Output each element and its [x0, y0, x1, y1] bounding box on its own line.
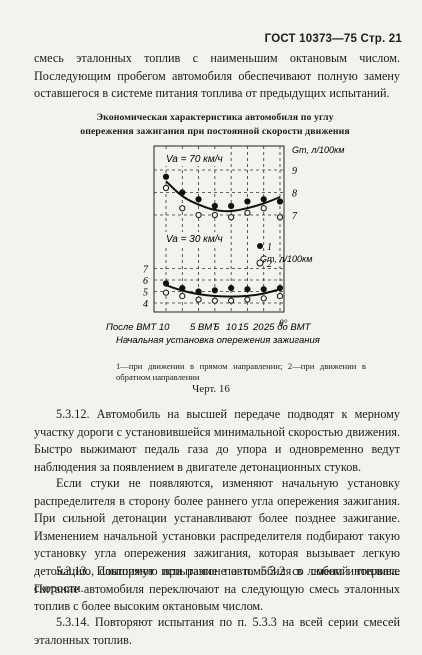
- ytick-top-1: 8: [292, 189, 297, 200]
- ytick-bottom-3: 4: [143, 299, 148, 310]
- xtick-3: 10: [226, 322, 237, 333]
- point-chart1-series2-3: [211, 297, 218, 304]
- speed-label-1: Va = 30 км/ч: [166, 234, 223, 245]
- x-axis-label: Начальная установка опережения зажигания: [116, 335, 320, 346]
- point-chart0-series1-7: [276, 198, 284, 205]
- xtick-0: После ВМТ 10: [106, 322, 170, 333]
- page-header: ГОСТ 10373—75 Стр. 21: [264, 33, 402, 45]
- ytick-bottom-0: 7: [143, 265, 149, 276]
- point-chart0-series1-1: [179, 189, 186, 196]
- point-chart0-series1-3: [211, 202, 218, 210]
- y-axis-label-bottom: Gт, л/100км: [260, 254, 312, 264]
- figure-note: 1—при движении в прямом направлении; 2—п…: [116, 361, 366, 382]
- figure-title-line2: опережения зажигания при постоянной скор…: [80, 126, 350, 137]
- trend-curve-1: [165, 284, 281, 298]
- point-chart1-series1-6: [260, 286, 267, 293]
- point-chart1-series2-4: [228, 297, 235, 304]
- ytick-top-2: 7: [292, 211, 298, 222]
- point-chart1-series1-7: [276, 284, 284, 292]
- point-chart0-series2-2: [195, 211, 202, 219]
- point-chart0-series2-3: [211, 211, 218, 219]
- figure-title: Экономическая характеристика автомобиля …: [30, 111, 400, 139]
- point-chart1-series2-2: [195, 296, 202, 303]
- y-axis-label-top: Gт, л/100км: [292, 145, 344, 155]
- section-5-3-13: 5.3.13. Повторяют испытание по п. 5.3.2 …: [34, 564, 400, 613]
- legend-label-1: 1: [267, 242, 272, 253]
- point-chart1-series1-2: [195, 288, 202, 295]
- legend-label-2: 2: [267, 259, 272, 270]
- fuel-economy-chart: Va = 70 км/ч Va = 30 км/ч Gт, л/100км Gт, л…: [106, 145, 344, 346]
- point-chart1-series2-7: [276, 293, 284, 300]
- speed-label-bg-0: [163, 152, 218, 166]
- x-unit-label: θ°: [279, 318, 288, 329]
- point-chart0-series2-0: [162, 184, 170, 192]
- ytick-top-0: 9: [292, 166, 297, 177]
- ytick-bottom-1: 6: [143, 276, 148, 287]
- point-chart0-series2-7: [276, 214, 284, 221]
- section-5-3-12-cont: Если стуки не появляются, изменяют начал…: [34, 476, 400, 595]
- ytick-bottom-2: 5: [143, 288, 148, 299]
- point-chart0-series1-6: [260, 196, 267, 203]
- section-5-3-14: 5.3.14. Повторяют испытания по п. 5.3.3 …: [34, 615, 400, 647]
- legend-marker-2: [256, 259, 264, 267]
- intro-paragraph: смесь эталонных топлив с наименьшим окта…: [34, 51, 400, 100]
- xtick-6: 25 до ВМТ: [263, 322, 312, 333]
- section-5-3-12: 5.3.12. Автомобиль на высшей передаче по…: [34, 407, 400, 474]
- point-chart1-series1-3: [211, 287, 218, 294]
- point-chart0-series1-0: [162, 173, 170, 180]
- legend-marker-1: [257, 243, 263, 249]
- point-chart1-series2-5: [244, 296, 251, 303]
- figure-title-line1: Экономическая характеристика автомобиля …: [96, 112, 334, 123]
- point-chart1-series1-1: [179, 284, 186, 292]
- xtick-2: 5: [214, 322, 220, 333]
- point-chart1-series2-0: [162, 289, 170, 296]
- trend-curve-0: [165, 180, 281, 213]
- point-chart0-series1-2: [195, 196, 202, 203]
- point-chart0-series2-5: [244, 209, 251, 216]
- point-chart0-series2-1: [179, 205, 186, 212]
- plot-frame: [153, 145, 285, 313]
- point-chart0-series1-4: [228, 202, 235, 210]
- point-chart1-series1-0: [162, 280, 170, 287]
- point-chart1-series1-5: [244, 286, 251, 293]
- point-chart0-series1-5: [244, 198, 251, 205]
- speed-label-bg-1: [163, 232, 218, 246]
- point-chart1-series2-6: [260, 295, 267, 302]
- point-chart0-series2-4: [228, 214, 235, 221]
- xtick-1: 5 ВМТ: [190, 322, 219, 333]
- figure-number: Черт. 16: [192, 383, 230, 395]
- point-chart1-series2-1: [179, 293, 186, 300]
- point-chart0-series2-6: [260, 205, 267, 212]
- xtick-4: 15: [238, 322, 249, 333]
- speed-label-0: Va = 70 км/ч: [166, 154, 223, 165]
- point-chart1-series1-4: [228, 284, 235, 292]
- xtick-5: 20: [252, 322, 264, 333]
